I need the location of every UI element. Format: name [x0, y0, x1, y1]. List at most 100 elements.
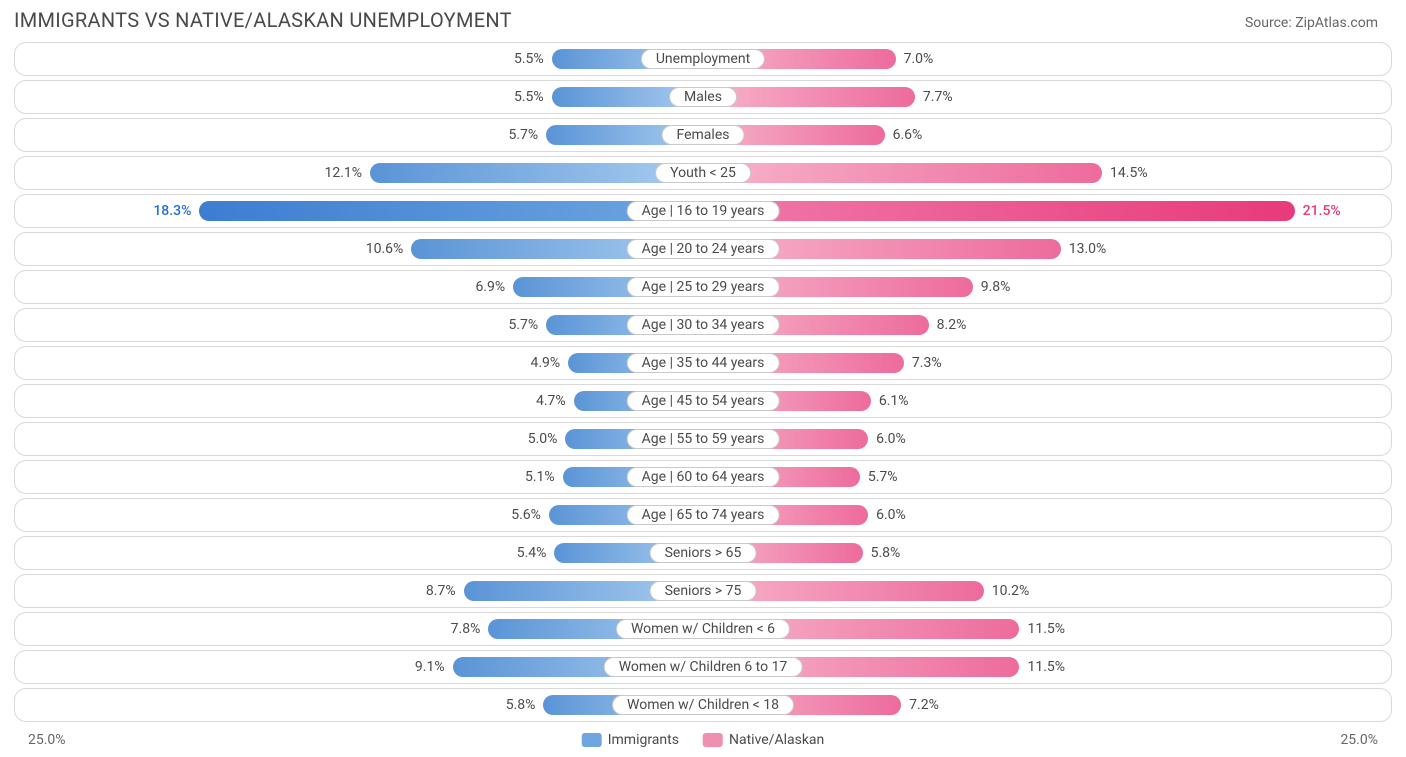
chart-row: 6.9% 9.8% Age | 25 to 29 years: [14, 270, 1392, 304]
left-value: 5.7%: [500, 317, 546, 333]
legend-swatch-native: [703, 733, 723, 747]
row-category-label: Seniors > 65: [650, 543, 757, 563]
row-right-half: 6.6%: [703, 119, 1391, 151]
row-right-half: 7.0%: [703, 43, 1391, 75]
chart-row: 4.7%6.1%Age | 45 to 54 years: [14, 384, 1392, 418]
row-category-label: Age | 65 to 74 years: [627, 505, 780, 525]
row-left-half: 5.8%: [15, 689, 703, 721]
left-value: 18.3%: [145, 203, 199, 219]
left-value: 5.5%: [506, 51, 552, 67]
chart-footer: 25.0% Immigrants Native/Alaskan 25.0%: [0, 726, 1406, 748]
chart-row: 5.7% 6.6% Females: [14, 118, 1392, 152]
right-value: 10.2%: [984, 583, 1038, 599]
row-left-half: 5.0%: [15, 423, 703, 455]
row-right-half: 5.8%: [703, 537, 1391, 569]
row-left-half: 5.5%: [15, 81, 703, 113]
row-right-half: 7.2%: [703, 689, 1391, 721]
chart-title: IMMIGRANTS VS NATIVE/ALASKAN UNEMPLOYMEN…: [14, 8, 512, 32]
row-category-label: Age | 25 to 29 years: [627, 277, 780, 297]
row-right-half: 14.5%: [703, 157, 1391, 189]
left-value: 12.1%: [316, 165, 370, 181]
row-left-half: 18.3%: [15, 195, 703, 227]
row-right-half: 7.3%: [703, 347, 1391, 379]
chart-row: 18.3% 21.5% Age | 16 to 19 years: [14, 194, 1392, 228]
chart-row: 9.1%11.5%Women w/ Children 6 to 17: [14, 650, 1392, 684]
row-category-label: Age | 60 to 64 years: [627, 467, 780, 487]
legend: Immigrants Native/Alaskan: [582, 732, 825, 748]
row-category-label: Males: [669, 87, 737, 107]
row-left-half: 4.7%: [15, 385, 703, 417]
left-value: 5.6%: [503, 507, 549, 523]
row-category-label: Age | 35 to 44 years: [627, 353, 780, 373]
right-value: 6.1%: [871, 393, 917, 409]
legend-label-immigrants: Immigrants: [608, 732, 679, 748]
chart-source: Source: ZipAtlas.com: [1245, 15, 1378, 31]
right-value: 7.0%: [896, 51, 942, 67]
right-value: 11.5%: [1019, 659, 1073, 675]
chart-header: IMMIGRANTS VS NATIVE/ALASKAN UNEMPLOYMEN…: [0, 0, 1406, 42]
right-value: 6.0%: [868, 507, 914, 523]
right-value: 11.5%: [1019, 621, 1073, 637]
right-value: 6.6%: [885, 127, 931, 143]
left-value: 5.4%: [509, 545, 555, 561]
chart-row: 5.5%7.7%Males: [14, 80, 1392, 114]
row-left-half: 12.1%: [15, 157, 703, 189]
row-left-half: 7.8%: [15, 613, 703, 645]
left-bar: [370, 163, 703, 183]
row-category-label: Seniors > 75: [650, 581, 757, 601]
row-category-label: Youth < 25: [655, 163, 751, 183]
chart-row: 5.1% 5.7%Age | 60 to 64 years: [14, 460, 1392, 494]
legend-immigrants: Immigrants: [582, 732, 679, 748]
right-value: 5.8%: [863, 545, 909, 561]
left-value: 5.0%: [520, 431, 566, 447]
row-category-label: Women w/ Children < 18: [612, 695, 794, 715]
row-right-half: 11.5%: [703, 613, 1391, 645]
right-value: 9.8%: [973, 279, 1019, 295]
right-value: 6.0%: [868, 431, 914, 447]
left-value: 6.9%: [467, 279, 513, 295]
row-category-label: Age | 55 to 59 years: [627, 429, 780, 449]
chart-row: 5.7%8.2%Age | 30 to 34 years: [14, 308, 1392, 342]
chart-row: 7.8% 11.5% Women w/ Children < 6: [14, 612, 1392, 646]
chart-row: 5.6% 6.0% Age | 65 to 74 years: [14, 498, 1392, 532]
right-value: 13.0%: [1061, 241, 1115, 257]
row-category-label: Age | 16 to 19 years: [627, 201, 780, 221]
row-category-label: Unemployment: [641, 49, 765, 69]
left-value: 8.7%: [418, 583, 464, 599]
row-right-half: 6.0%: [703, 499, 1391, 531]
row-right-half: 9.8%: [703, 271, 1391, 303]
left-value: 4.9%: [522, 355, 568, 371]
row-left-half: 5.7%: [15, 119, 703, 151]
chart-row: 4.9% 7.3% Age | 35 to 44 years: [14, 346, 1392, 380]
row-right-half: 6.0%: [703, 423, 1391, 455]
legend-native: Native/Alaskan: [703, 732, 824, 748]
left-value: 5.1%: [517, 469, 563, 485]
row-right-half: 5.7%: [703, 461, 1391, 493]
chart-row: 10.6% 13.0% Age | 20 to 24 years: [14, 232, 1392, 266]
row-left-half: 4.9%: [15, 347, 703, 379]
right-value: 7.3%: [904, 355, 950, 371]
row-left-half: 5.1%: [15, 461, 703, 493]
row-left-half: 5.5%: [15, 43, 703, 75]
left-value: 5.8%: [498, 697, 544, 713]
right-value: 21.5%: [1295, 203, 1349, 219]
row-left-half: 5.6%: [15, 499, 703, 531]
chart-row: 5.0% 6.0% Age | 55 to 59 years: [14, 422, 1392, 456]
left-value: 4.7%: [528, 393, 574, 409]
row-right-half: 13.0%: [703, 233, 1391, 265]
row-category-label: Age | 20 to 24 years: [627, 239, 780, 259]
row-category-label: Women w/ Children < 6: [616, 619, 790, 639]
left-value: 7.8%: [443, 621, 489, 637]
row-left-half: 10.6%: [15, 233, 703, 265]
row-right-half: 11.5%: [703, 651, 1391, 683]
left-value: 10.6%: [358, 241, 412, 257]
row-right-half: 6.1%: [703, 385, 1391, 417]
row-left-half: 9.1%: [15, 651, 703, 683]
left-value: 5.5%: [506, 89, 552, 105]
row-category-label: Females: [662, 125, 745, 145]
row-left-half: 8.7%: [15, 575, 703, 607]
axis-right-max: 25.0%: [1340, 732, 1378, 748]
right-bar: [703, 163, 1102, 183]
right-value: 14.5%: [1102, 165, 1156, 181]
left-value: 9.1%: [407, 659, 453, 675]
